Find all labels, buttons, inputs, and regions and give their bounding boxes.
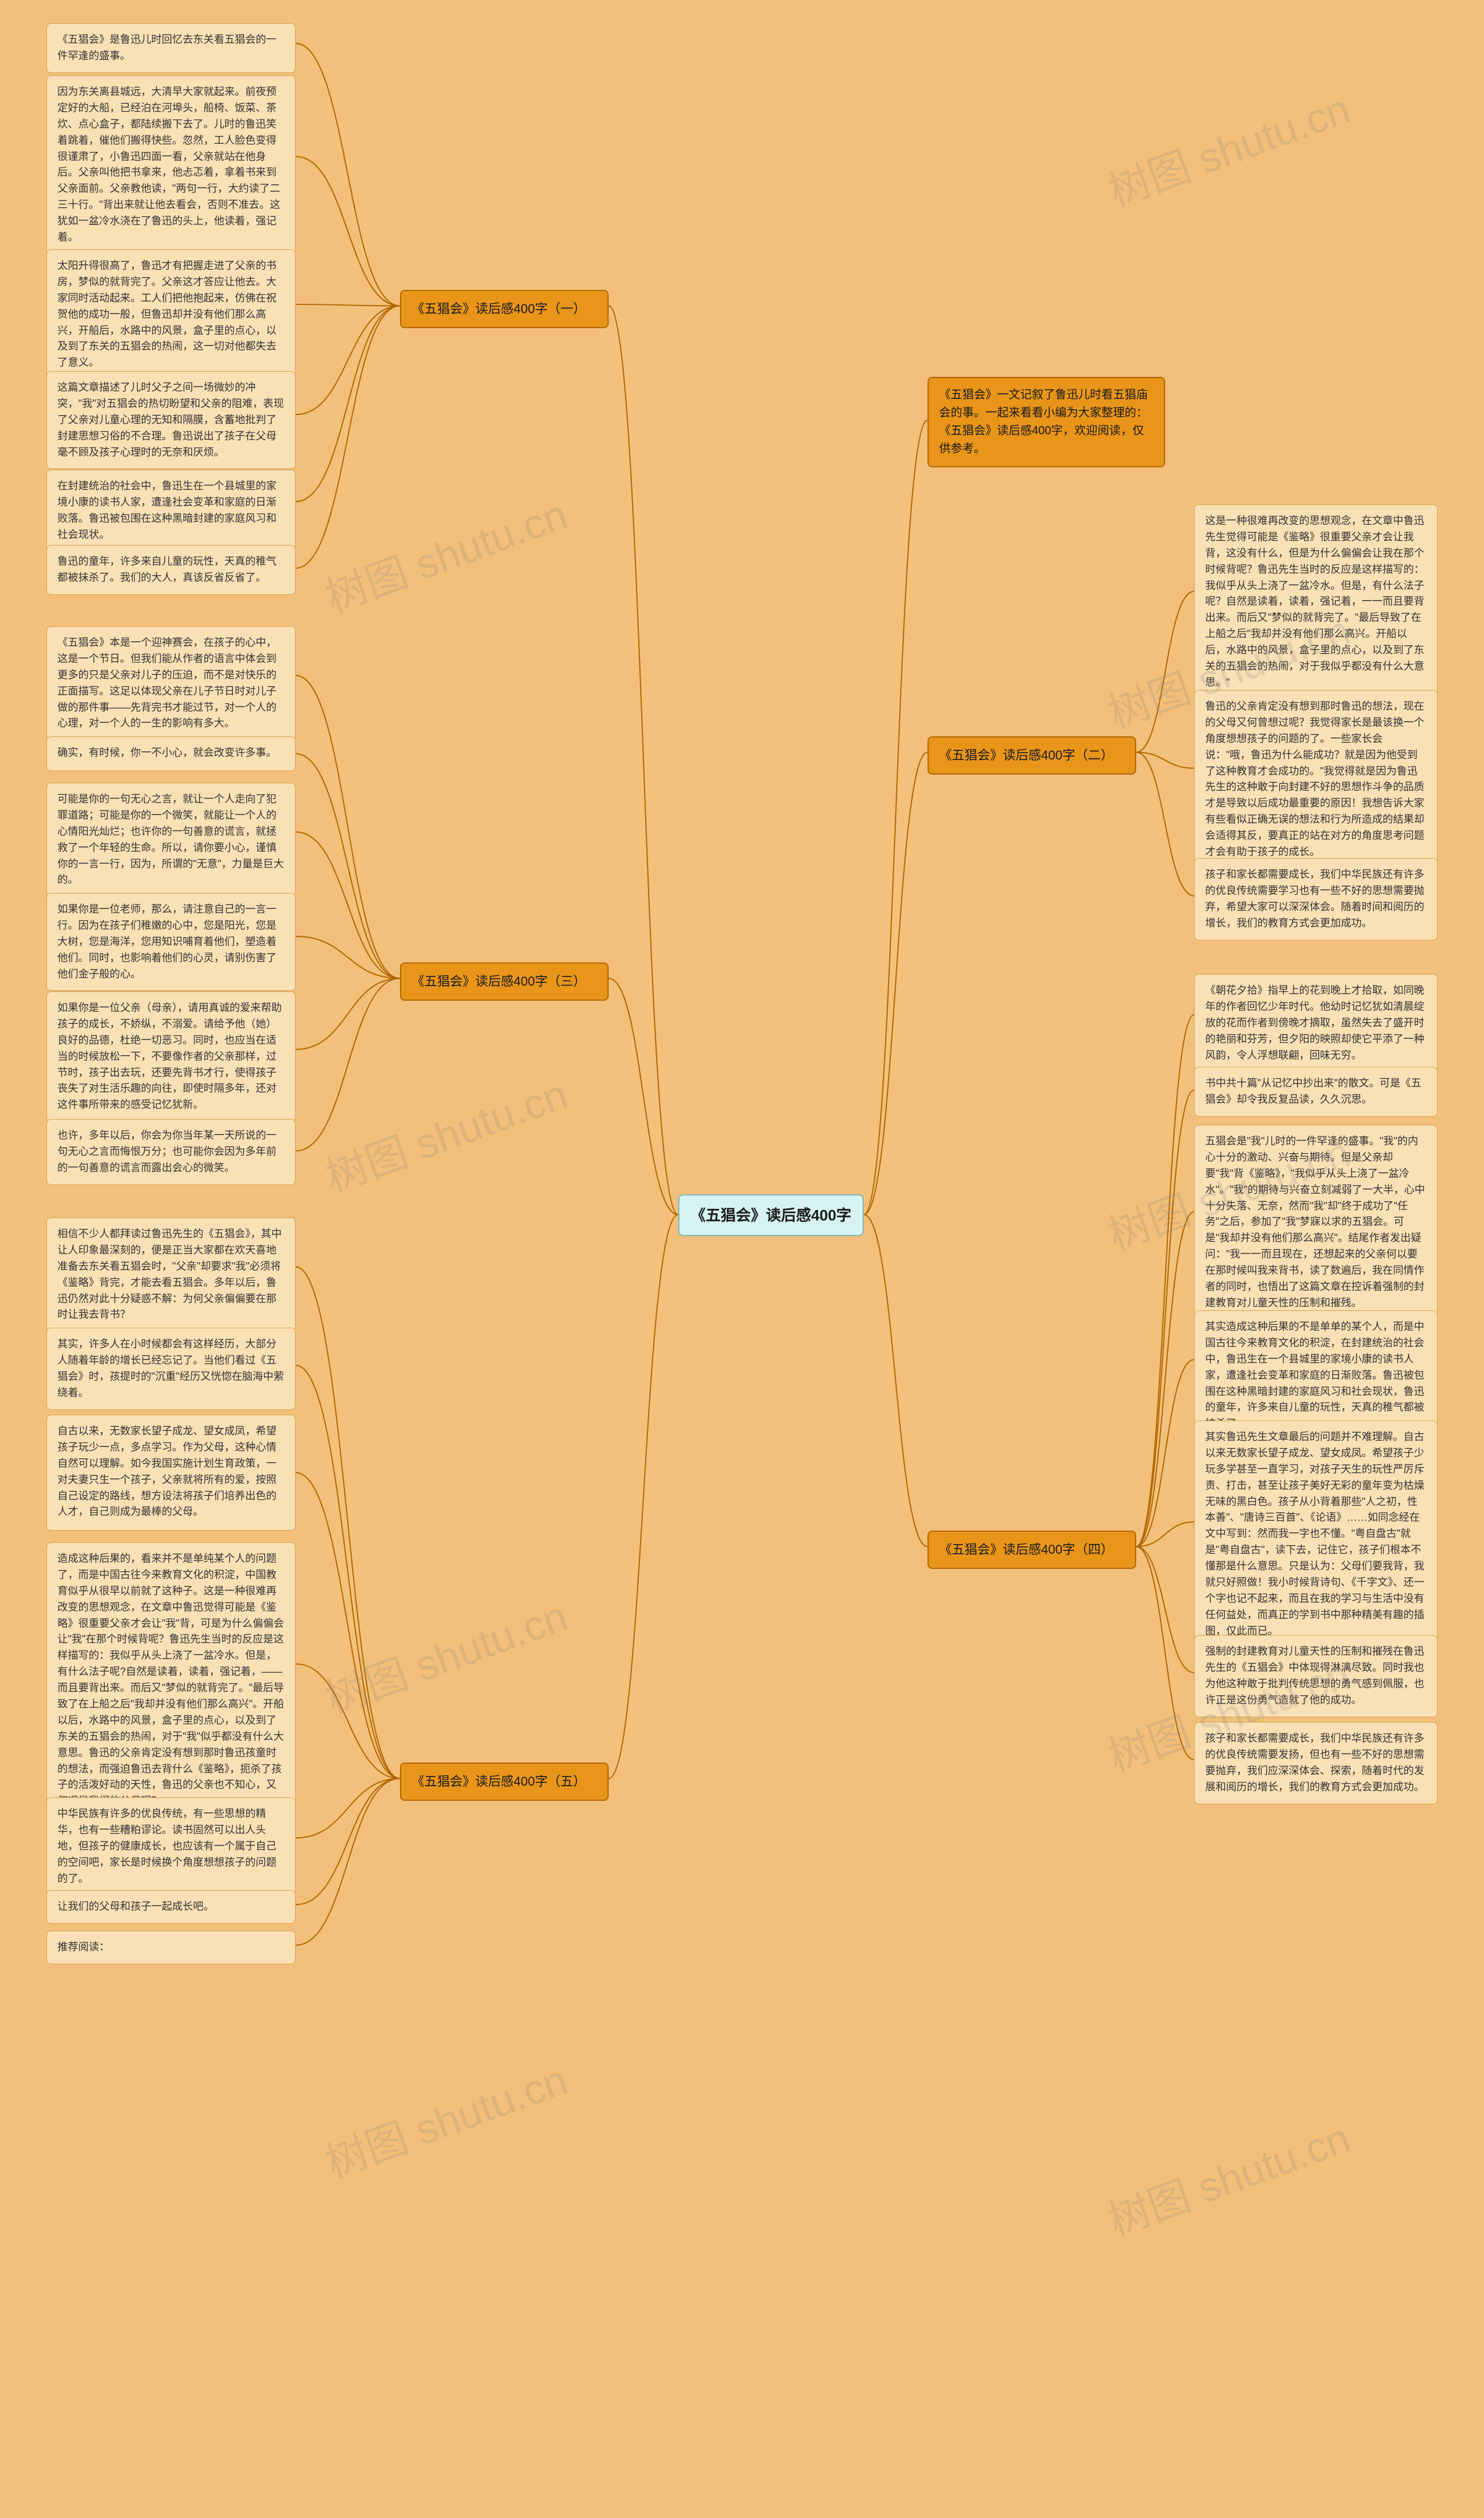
watermark: 树图 shutu.cn <box>1099 2104 1357 2248</box>
intro-node: 《五猖会》一文记叙了鲁迅儿时看五猖庙会的事。一起来看看小编为大家整理的：《五猖会… <box>928 377 1165 467</box>
section-s2: 《五猖会》读后感400字（二） <box>928 736 1136 775</box>
leaf-s1l1: 《五猖会》是鲁迅儿时回忆去东关看五猖会的一件罕逢的盛事。 <box>46 23 296 73</box>
leaf-s1l3: 太阳升得很高了，鲁迅才有把握走进了父亲的书房，梦似的就背完了。父亲这才答应让他去… <box>46 249 296 380</box>
section-s5: 《五猖会》读后感400字（五） <box>400 1763 609 1801</box>
leaf-s2l1: 这是一种很难再改变的思想观念，在文章中鲁迅先生觉得可能是《鉴略》很重要父亲才会让… <box>1194 504 1438 700</box>
watermark: 树图 shutu.cn <box>316 2046 574 2190</box>
leaf-s5l2: 其实，许多人在小时候都会有这样经历，大部分人随着年龄的增长已经忘记了。当他们看过… <box>46 1328 296 1410</box>
watermark: 树图 shutu.cn <box>316 1582 574 1726</box>
leaf-s1l4: 这篇文章描述了儿时父子之间一场微妙的冲突，"我"对五猖会的热切盼望和父亲的阻难，… <box>46 371 296 469</box>
leaf-s5l4: 造成这种后果的，看来并不是单纯某个人的问题了，而是中国古往今来教育文化的积淀，中… <box>46 1542 296 1818</box>
leaf-s5l1: 相信不少人都拜读过鲁迅先生的《五猖会》，其中让人印象最深刻的，便是正当大家都在欢… <box>46 1218 296 1332</box>
leaf-s3l5: 如果你是一位父亲（母亲），请用真诚的爱来帮助孩子的成长，不娇纵，不溺爱。请给予他… <box>46 991 296 1122</box>
leaf-s5l5: 中华民族有许多的优良传统，有一些思想的精华，也有一些糟粕谬论。读书固然可以出人头… <box>46 1797 296 1895</box>
leaf-s1l6: 鲁迅的童年，许多来自儿童的玩性，天真的稚气都被抹杀了。我们的大人，真该反省反省了… <box>46 545 296 595</box>
leaf-s4l1: 《朝花夕拾》指早上的花到晚上才拾取，如同晚年的作者回忆少年时代。他幼时记忆犹如清… <box>1194 974 1438 1072</box>
leaf-s2l3: 孩子和家长都需要成长，我们中华民族还有许多的优良传统需要学习也有一些不好的思想需… <box>1194 858 1438 940</box>
leaf-s4l3: 五猖会是"我"儿时的一件罕逢的盛事。"我"的内心十分的激动、兴奋与期待。但是父亲… <box>1194 1125 1438 1320</box>
leaf-s3l2: 确实，有时候，你一不小心，就会改变许多事。 <box>46 736 296 771</box>
leaf-s5l7: 推荐阅读： <box>46 1931 296 1964</box>
leaf-s4l2: 书中共十篇"从记忆中抄出来"的散文。可是《五猖会》却令我反复品读，久久沉思。 <box>1194 1067 1438 1117</box>
watermark: 树图 shutu.cn <box>316 481 574 624</box>
leaf-s5l6: 让我们的父母和孩子一起成长吧。 <box>46 1890 296 1924</box>
leaf-s1l2: 因为东关离县城远，大清早大家就起来。前夜预定好的大船，已经泊在河埠头，船椅、饭菜… <box>46 75 296 255</box>
leaf-s4l5: 其实鲁迅先生文章最后的问题并不难理解。自古以来无数家长望子成龙、望女成凤。希望孩… <box>1194 1420 1438 1648</box>
leaf-s3l3: 可能是你的一句无心之言，就让一个人走向了犯罪道路；可能是你的一个微笑，就能让一个… <box>46 783 296 897</box>
root-node: 《五猖会》读后感400字 <box>678 1194 864 1236</box>
watermark: 树图 shutu.cn <box>1099 75 1357 219</box>
watermark: 树图 shutu.cn <box>316 1060 574 1204</box>
section-s3: 《五猖会》读后感400字（三） <box>400 962 609 1001</box>
leaf-s4l7: 孩子和家长都需要成长，我们中华民族还有许多的优良传统需要发扬，但也有一些不好的思… <box>1194 1722 1438 1804</box>
leaf-s1l5: 在封建统治的社会中，鲁迅生在一个县城里的家境小康的读书人家，遭逢社会变革和家庭的… <box>46 470 296 552</box>
mindmap-stage: 《五猖会》读后感400字 《五猖会》一文记叙了鲁迅儿时看五猖庙会的事。一起来看看小… <box>0 0 1484 2518</box>
leaf-s5l3: 自古以来，无数家长望子成龙、望女成凤，希望孩子玩少一点，多点学习。作为父母，这种… <box>46 1415 296 1531</box>
leaf-s3l4: 如果你是一位老师，那么，请注意自己的一言一行。因为在孩子们稚嫩的心中，您是阳光，… <box>46 893 296 991</box>
section-s1: 《五猖会》读后感400字（一） <box>400 290 609 328</box>
leaf-s4l6: 强制的封建教育对儿童天性的压制和摧残在鲁迅先生的《五猖会》中体现得淋漓尽致。同时… <box>1194 1635 1438 1717</box>
leaf-s3l6: 也许，多年以后，你会为你当年某一天所说的一句无心之言而悔恨万分；也可能你会因为多… <box>46 1119 296 1185</box>
leaf-s3l1: 《五猖会》本是一个迎神赛会，在孩子的心中，这是一个节日。但我们能从作者的语言中体… <box>46 626 296 740</box>
section-s4: 《五猖会》读后感400字（四） <box>928 1531 1136 1569</box>
leaf-s2l2: 鲁迅的父亲肯定没有想到那时鲁迅的想法，现在的父母又何曾想过呢？我觉得家长是最该换… <box>1194 690 1438 869</box>
